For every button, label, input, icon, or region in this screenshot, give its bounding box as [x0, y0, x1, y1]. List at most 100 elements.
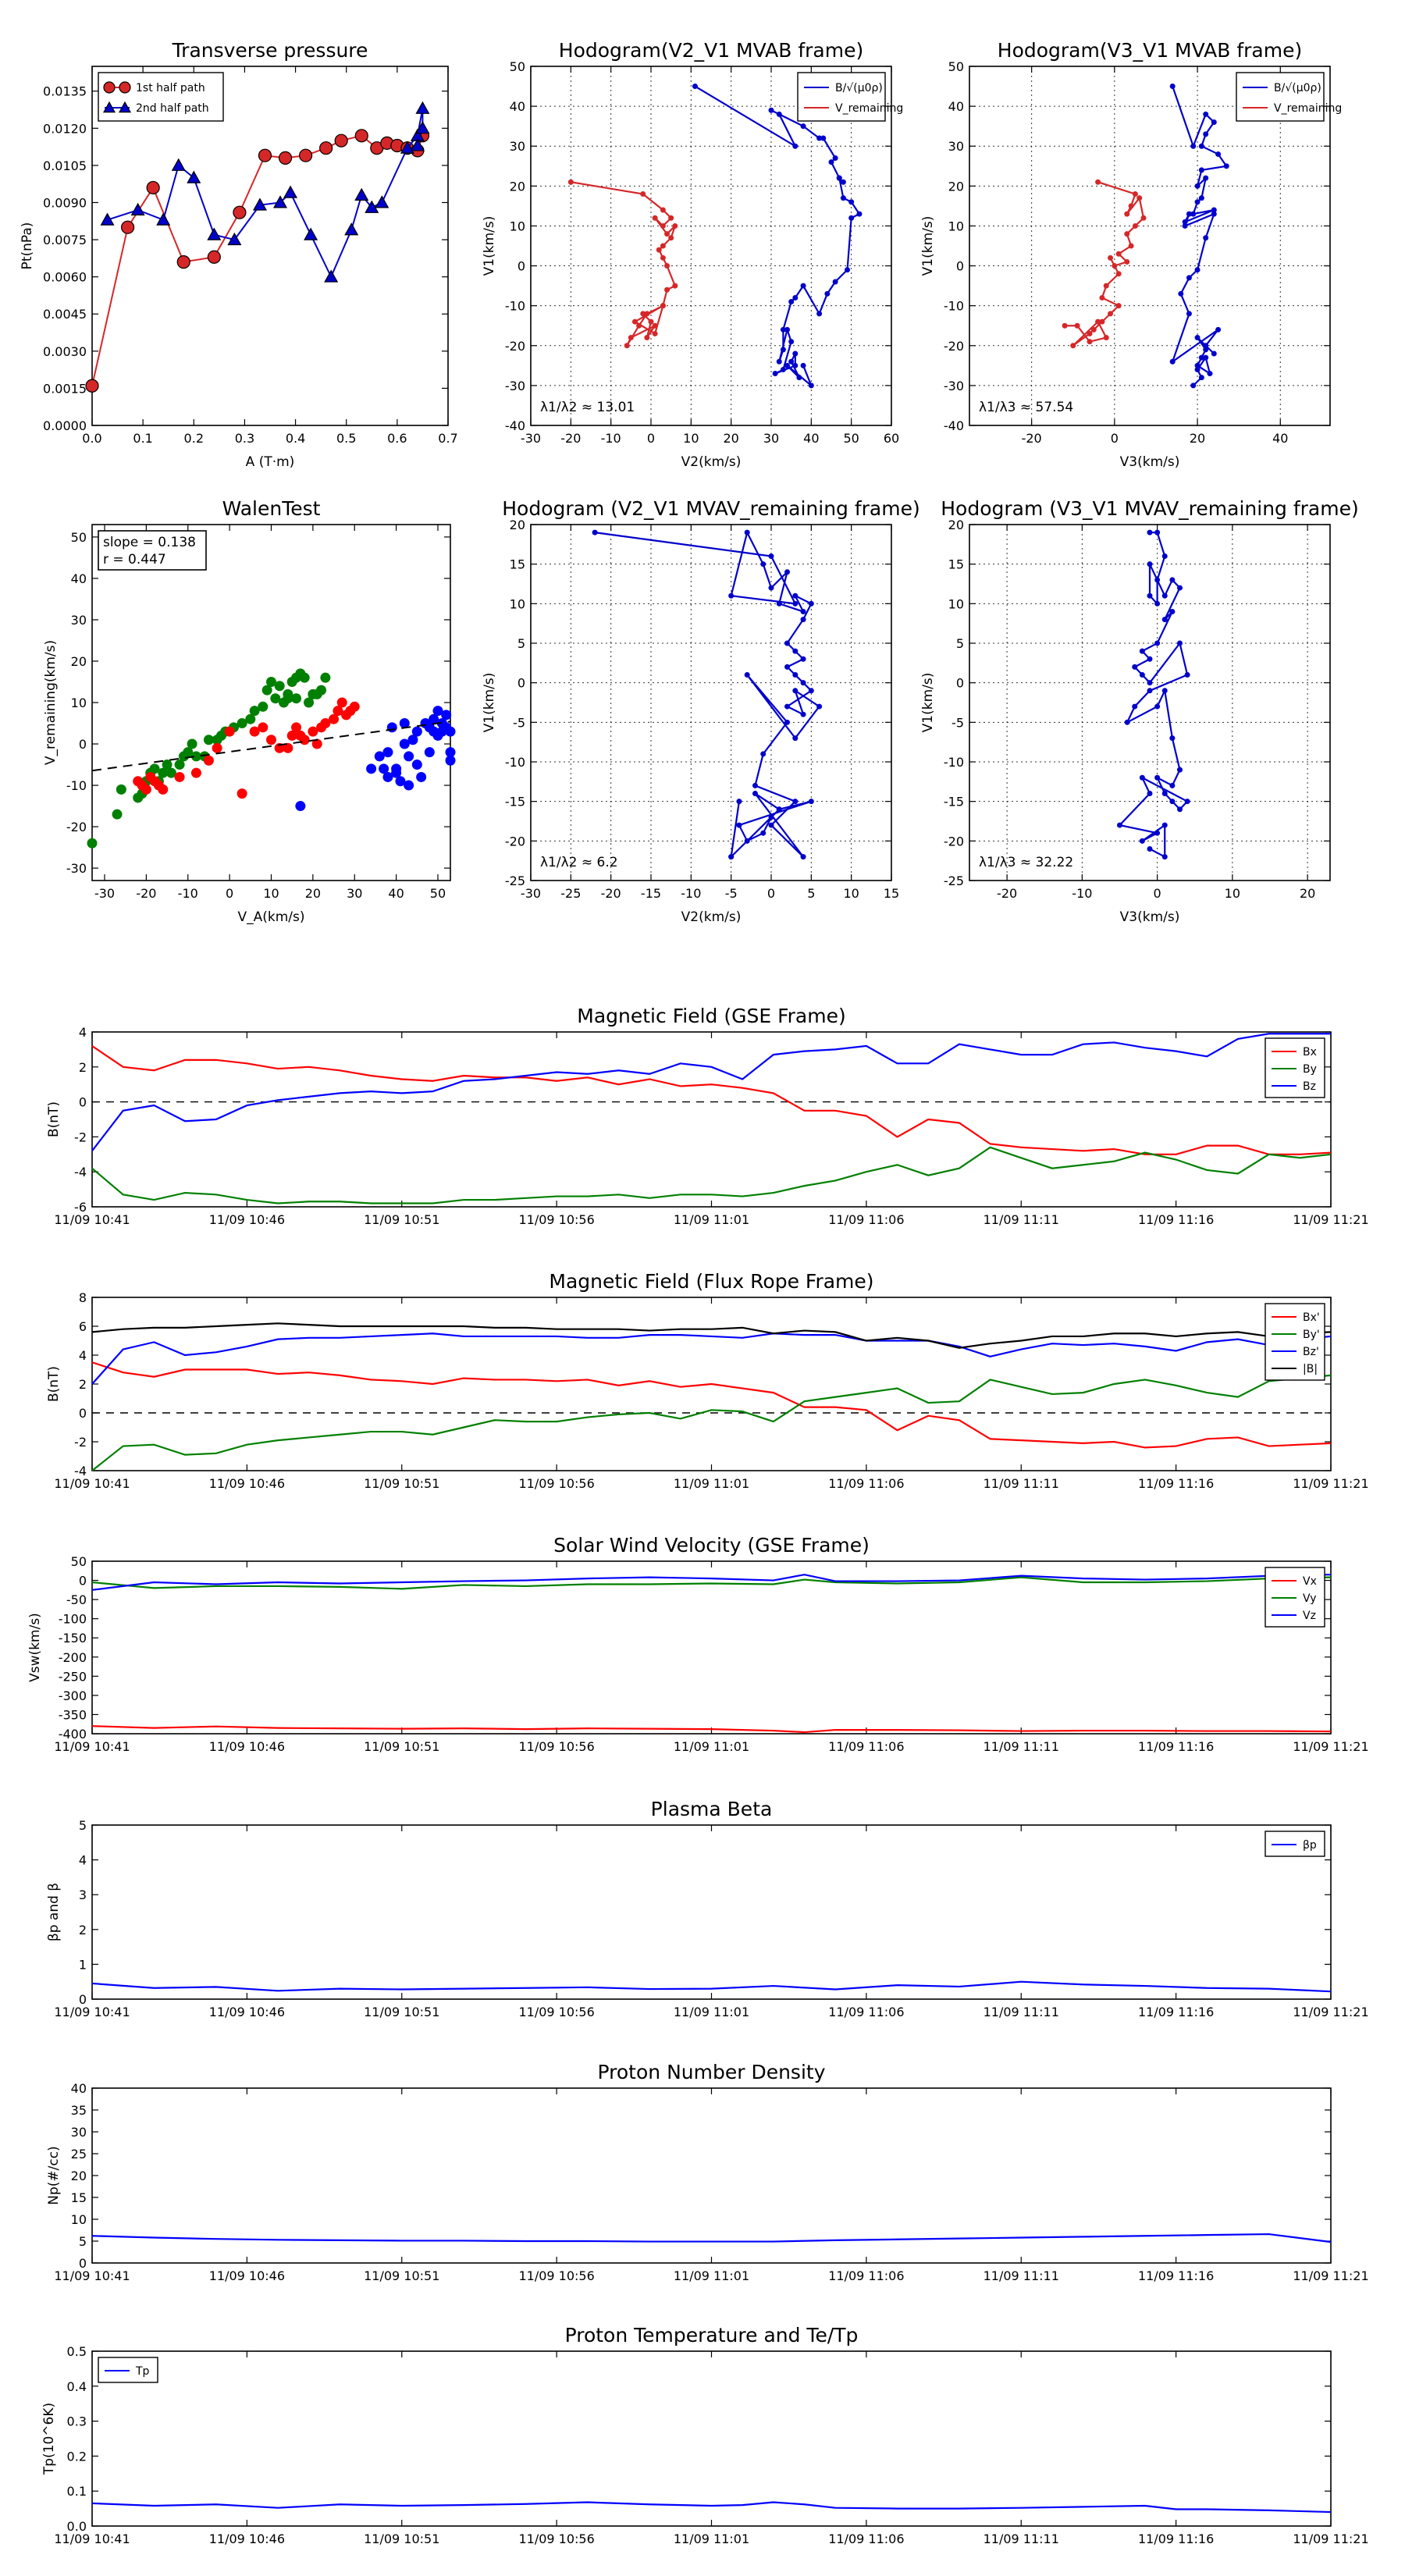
- p_walen-xtick-label: 10: [263, 886, 279, 901]
- p_walen-series-1-point: [329, 713, 340, 724]
- ts_np-ytick-label: 30: [71, 2125, 87, 2140]
- p_h1-series-1-point: [631, 318, 638, 325]
- ts_tp-series-0-line: [91, 2501, 1332, 2514]
- ts_tp-ytick-label: 0.0: [67, 2519, 87, 2534]
- p_walen-series-2-point: [429, 713, 439, 724]
- p_h3-xtick-label: -10: [681, 886, 701, 901]
- ts_bgse-xtick-label: 11/09 11:11: [984, 1212, 1059, 1227]
- p_h2-ytick-label: 30: [948, 139, 964, 154]
- p_h3-series-0-point: [808, 688, 814, 694]
- ts_beta-ytick-label: 0: [79, 1992, 87, 2007]
- p_walen-xtick-label: 20: [305, 886, 321, 901]
- ts_bfr-legend-label: |B|: [1303, 1363, 1318, 1375]
- p_h4-series-0-point: [1169, 782, 1176, 788]
- p_h2-series-0-point: [1194, 267, 1200, 273]
- p_h4-ytick-label: -20: [944, 834, 964, 849]
- p_h3-series-0-point: [800, 608, 806, 614]
- p_h3-series-0-point: [776, 600, 782, 607]
- p_h4-ytick-label: -5: [951, 715, 964, 730]
- ts_v-xtick-label: 11/09 10:41: [54, 1739, 130, 1754]
- ts_tp-xtick-label: 11/09 10:41: [54, 2532, 130, 2546]
- p_walen-series-2-point: [399, 718, 410, 729]
- p_walen-series-2-point: [379, 763, 389, 774]
- ts_bfr-xtick-label: 11/09 11:06: [828, 1476, 904, 1491]
- p_h2-series-0-point: [1211, 207, 1217, 213]
- p_h2-legend-label: V_remaining: [1274, 102, 1342, 115]
- p_h1-series-1-point: [672, 222, 678, 229]
- p_walen-ytick-label: 0: [79, 737, 87, 752]
- p_h2-series-1-point: [1115, 303, 1122, 309]
- ts_bgse-series-0-line: [91, 1045, 1332, 1155]
- p_tp-series-0-line: [91, 134, 424, 386]
- p_h3-ytick-label: -10: [505, 755, 525, 770]
- p_h4-series-0-point: [1117, 822, 1122, 828]
- p_h1-series-1-point: [672, 283, 678, 289]
- p_h1-ytick-label: 10: [510, 219, 525, 233]
- ts_bgse-xtick-label: 11/09 10:51: [364, 1212, 439, 1227]
- ts_bfr-xtick-label: 11/09 10:46: [209, 1476, 285, 1491]
- p_h4-series-0-point: [1139, 648, 1145, 654]
- p_walen-series-0-point: [291, 693, 302, 704]
- p_h4-series-0-point: [1139, 838, 1145, 844]
- p_h3-xtick-label: 0: [767, 886, 775, 901]
- p_tp-series-1-point: [354, 187, 369, 201]
- ts_np-xtick-label: 11/09 11:11: [984, 2268, 1059, 2283]
- p_walen-series-0-point: [158, 767, 169, 778]
- p_h1-xtick-label: 0: [647, 431, 655, 446]
- p_h3-xtick-label: 10: [843, 886, 859, 901]
- p_walen-ytick-label: 40: [71, 571, 87, 586]
- p_h2-legend-label: B/√(μ0ρ): [1274, 82, 1321, 94]
- p_h1-ytick-label: -30: [505, 379, 525, 393]
- p_h3-series-0-point: [592, 529, 598, 535]
- p_h3-series-0-point: [784, 664, 791, 670]
- p_tp-series-1-point: [375, 195, 389, 208]
- p_h1-series-1-point: [644, 311, 650, 317]
- p_tp-xtick-label: 0.1: [133, 431, 152, 446]
- p_h3-xlabel: V2(km/s): [681, 909, 742, 925]
- p_h3-series-0-point: [784, 703, 791, 710]
- ts_bgse-xtick-label: 11/09 10:41: [54, 1212, 130, 1227]
- p_walen-ytick-label: -20: [66, 820, 87, 834]
- p_h1-series-0-point: [832, 279, 838, 285]
- ts_bgse-title: Magnetic Field (GSE Frame): [577, 1005, 845, 1027]
- p_h3-series-0-point: [768, 553, 774, 560]
- p_h2-series-1-point: [1124, 231, 1130, 237]
- p_walen-fit-line: [91, 720, 451, 772]
- ts_bgse-xtick-label: 11/09 11:01: [674, 1212, 749, 1227]
- p_walen-series-0-point: [283, 688, 293, 699]
- ts_bfr-series-0-line: [91, 1361, 1332, 1449]
- p_h2-series-1-point: [1128, 203, 1134, 209]
- p_h1-ytick-label: -40: [505, 418, 525, 433]
- ts_v-ytick-label: -50: [66, 1592, 87, 1607]
- ts_tp-legend-label: Tp: [135, 2365, 150, 2378]
- p_h3-ytick-label: -5: [513, 715, 525, 730]
- p_h1-xtick-label: -30: [521, 431, 541, 446]
- p_h1-series-0-point: [780, 366, 786, 372]
- p_h3-xtick-label: -20: [601, 886, 621, 901]
- p_walen-series-1-point: [291, 722, 302, 733]
- ts_beta-ytick-label: 1: [79, 1957, 87, 1972]
- p_h3-series-0-point: [792, 735, 799, 742]
- p_h2-xtick-label: 40: [1272, 431, 1288, 446]
- p_h1-xtick-label: 30: [763, 431, 779, 446]
- ts_bfr-xtick-label: 11/09 11:21: [1293, 1476, 1368, 1491]
- p_h3-series-0-point: [744, 838, 750, 844]
- p_tp-ytick-label: 0.0090: [43, 195, 87, 210]
- p_h2-series-0-point: [1194, 199, 1200, 205]
- p_h4-series-0-point: [1147, 680, 1153, 686]
- p_h2-series-1-point: [1124, 211, 1130, 217]
- p_h4-series-0-point: [1154, 529, 1161, 535]
- ts_v-legend-label: Vx: [1303, 1575, 1317, 1588]
- p_walen-series-1-point: [158, 784, 169, 795]
- p_tp-ytick-label: 0.0015: [43, 381, 87, 396]
- ts_np-title: Proton Number Density: [598, 2061, 826, 2083]
- ts_tp-ylabel: Tp(10^6K): [41, 2403, 57, 2475]
- p_h3-ytick-label: 20: [510, 518, 525, 532]
- p_tp-series-1-point: [415, 101, 430, 114]
- p_h2-series-1-point: [1115, 271, 1122, 277]
- ts_np-xtick-label: 11/09 10:46: [209, 2268, 285, 2283]
- p_h1-series-1-point: [624, 343, 630, 349]
- p_h1-series-0-point: [780, 326, 786, 333]
- p_h2-series-1-point: [1103, 283, 1109, 289]
- p_h1-series-0-point: [792, 294, 799, 301]
